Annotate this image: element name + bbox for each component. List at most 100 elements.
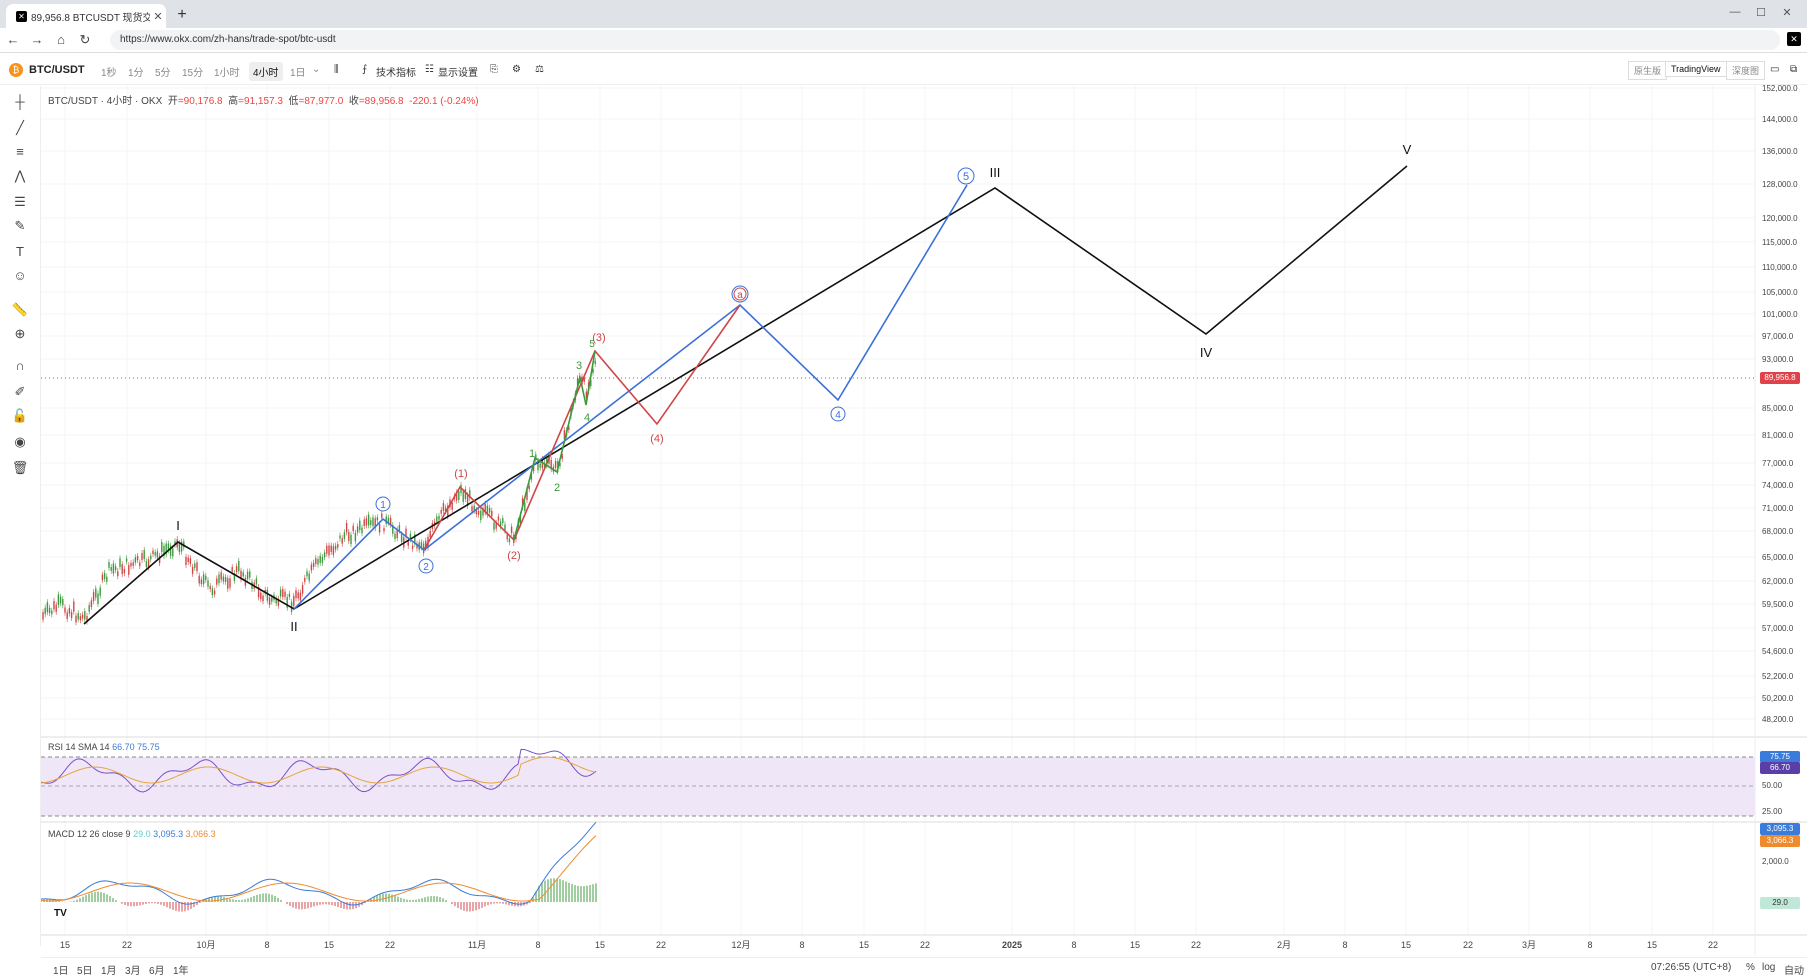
wave-label-III: III xyxy=(990,165,1001,180)
view-native[interactable]: 原生版 xyxy=(1628,61,1667,80)
candle-body xyxy=(331,546,332,552)
pencil-lock-icon[interactable]: ✐ xyxy=(10,382,30,402)
okx-favicon-icon: ✕ xyxy=(16,11,27,22)
indicators-button[interactable]: 技术指标 xyxy=(376,64,416,79)
wave-label-V: V xyxy=(1403,142,1412,157)
zoom-icon[interactable]: ⊕ xyxy=(10,324,30,344)
text-icon[interactable]: T xyxy=(10,242,30,262)
range-1m[interactable]: 1月 xyxy=(101,962,117,977)
macd-bar xyxy=(415,900,417,902)
view-tradingview[interactable]: TradingView xyxy=(1665,61,1727,77)
home-icon[interactable]: ⌂ xyxy=(52,31,70,49)
candle-body xyxy=(476,510,477,514)
close-window-icon[interactable]: ✕ xyxy=(1777,6,1797,19)
macd-bar xyxy=(247,898,249,902)
log-toggle[interactable]: log xyxy=(1762,962,1775,973)
legend-low: =87,977.0 xyxy=(299,96,344,107)
emoji-icon[interactable]: ☺ xyxy=(10,266,30,286)
chart-type-icon[interactable]: ⫼ xyxy=(334,64,339,75)
pattern-icon[interactable]: ⋀ xyxy=(10,166,30,186)
brush-icon[interactable]: ✎ xyxy=(10,216,30,236)
window-icon[interactable]: ▭ xyxy=(1770,64,1779,75)
auto-toggle[interactable]: 自动 xyxy=(1784,962,1804,977)
indicators-icon[interactable]: ⨍ xyxy=(362,64,367,75)
macd-bar xyxy=(439,897,441,902)
ruler-icon[interactable]: 📏 xyxy=(10,300,30,320)
time-axis-label: 8 xyxy=(1587,940,1592,950)
wave-label-minute-3: 3 xyxy=(576,360,582,372)
clock[interactable]: 07:26:55 (UTC+8) xyxy=(1651,962,1731,973)
macd-bar xyxy=(256,895,258,902)
magnet-icon[interactable]: ∩ xyxy=(10,356,30,376)
new-tab-button[interactable]: + xyxy=(172,5,192,25)
reload-icon[interactable]: ↻ xyxy=(76,31,94,49)
url-input[interactable]: https://www.okx.com/zh-hans/trade-spot/b… xyxy=(110,30,1780,50)
gear-icon[interactable]: ⚙ xyxy=(512,64,521,75)
timeframe-1h[interactable]: 1小时 xyxy=(214,64,240,79)
macd-legend-name: MACD 12 26 close 9 xyxy=(48,829,131,839)
range-1y[interactable]: 1年 xyxy=(173,962,189,977)
macd-bar xyxy=(541,882,543,902)
fib-icon[interactable]: ☰ xyxy=(10,192,30,212)
rsi-legend[interactable]: RSI 14 SMA 14 66.70 75.75 xyxy=(48,742,160,752)
range-3m[interactable]: 3月 xyxy=(125,962,141,977)
pair-selector[interactable]: BTC/USDT xyxy=(29,64,85,76)
view-depth[interactable]: 深度图 xyxy=(1726,61,1765,80)
compare-icon[interactable]: ⚖ xyxy=(535,64,544,75)
timeframe-15m[interactable]: 15分 xyxy=(182,64,203,79)
okx-extension-icon[interactable]: ✕ xyxy=(1787,32,1801,46)
price-axis[interactable]: 152,000.0144,000.0136,000.0128,000.0120,… xyxy=(1762,85,1798,724)
minimize-icon[interactable]: — xyxy=(1725,6,1745,18)
browser-tab[interactable]: ✕ 89,956.8 BTCUSDT 现货交易 | 欧... ✕ xyxy=(6,4,166,28)
maximize-icon[interactable]: ☐ xyxy=(1751,6,1771,19)
timeframe-1d[interactable]: 1日 xyxy=(290,64,306,79)
popout-icon[interactable]: ⧉ xyxy=(1790,64,1797,75)
crosshair-icon[interactable]: ┼ xyxy=(10,92,30,112)
timeframe-5m[interactable]: 5分 xyxy=(155,64,171,79)
range-5d[interactable]: 5日 xyxy=(77,962,93,977)
candle-body xyxy=(146,561,147,567)
eye-icon[interactable]: ◉ xyxy=(10,432,30,452)
macd-tag-3: 29.0 xyxy=(1760,897,1800,909)
macd-bar xyxy=(583,886,585,902)
candle-body xyxy=(221,572,222,579)
macd-bar xyxy=(310,902,312,907)
display-settings-icon[interactable]: ☷ xyxy=(425,64,434,75)
svg-text:1: 1 xyxy=(380,500,386,511)
macd-bar xyxy=(550,878,552,902)
tradingview-logo[interactable]: TV xyxy=(54,908,70,922)
timeframe-1s[interactable]: 1秒 xyxy=(101,64,117,79)
horizontal-lines-icon[interactable]: ≡ xyxy=(10,142,30,162)
price-axis-label: 101,000.0 xyxy=(1762,310,1798,319)
timeframe-4h[interactable]: 4小时 xyxy=(249,62,283,81)
time-axis-label: 8 xyxy=(535,940,540,950)
forward-icon[interactable]: → xyxy=(28,31,46,49)
time-axis-label: 22 xyxy=(656,940,666,950)
macd-legend[interactable]: MACD 12 26 close 9 29.0 3,095.3 3,066.3 xyxy=(48,829,216,839)
trash-icon[interactable]: 🗑 xyxy=(10,458,30,478)
macd-bar xyxy=(94,892,96,902)
primary-wave-line[interactable] xyxy=(84,166,1407,624)
time-axis-label: 8 xyxy=(264,940,269,950)
macd-bar xyxy=(568,883,570,902)
candle-body xyxy=(247,572,248,579)
percent-toggle[interactable]: % xyxy=(1746,962,1755,973)
price-axis-label: 59,500.0 xyxy=(1762,600,1794,609)
display-settings-button[interactable]: 显示设置 xyxy=(438,64,478,79)
back-icon[interactable]: ← xyxy=(4,31,22,49)
close-tab-icon[interactable]: ✕ xyxy=(150,10,166,23)
price-chart[interactable]: I II III IV V 1 2 a 4 5 (1) (2) (3) (4) … xyxy=(41,85,1807,957)
price-axis-label: 68,000.0 xyxy=(1762,527,1794,536)
candle-body xyxy=(379,524,380,532)
timeframe-dropdown-icon[interactable]: ⌄ xyxy=(312,64,320,75)
timeframe-1m[interactable]: 1分 xyxy=(128,64,144,79)
range-1d[interactable]: 1日 xyxy=(53,962,69,977)
candle-body xyxy=(64,607,65,612)
layout-icon[interactable]: ⎘ xyxy=(490,64,498,75)
macd-bar xyxy=(109,896,111,902)
range-6m[interactable]: 6月 xyxy=(149,962,165,977)
intermediate-wave-line[interactable] xyxy=(294,185,967,609)
trendline-icon[interactable]: ╱ xyxy=(10,118,30,138)
lock-icon[interactable]: 🔓 xyxy=(10,406,30,426)
